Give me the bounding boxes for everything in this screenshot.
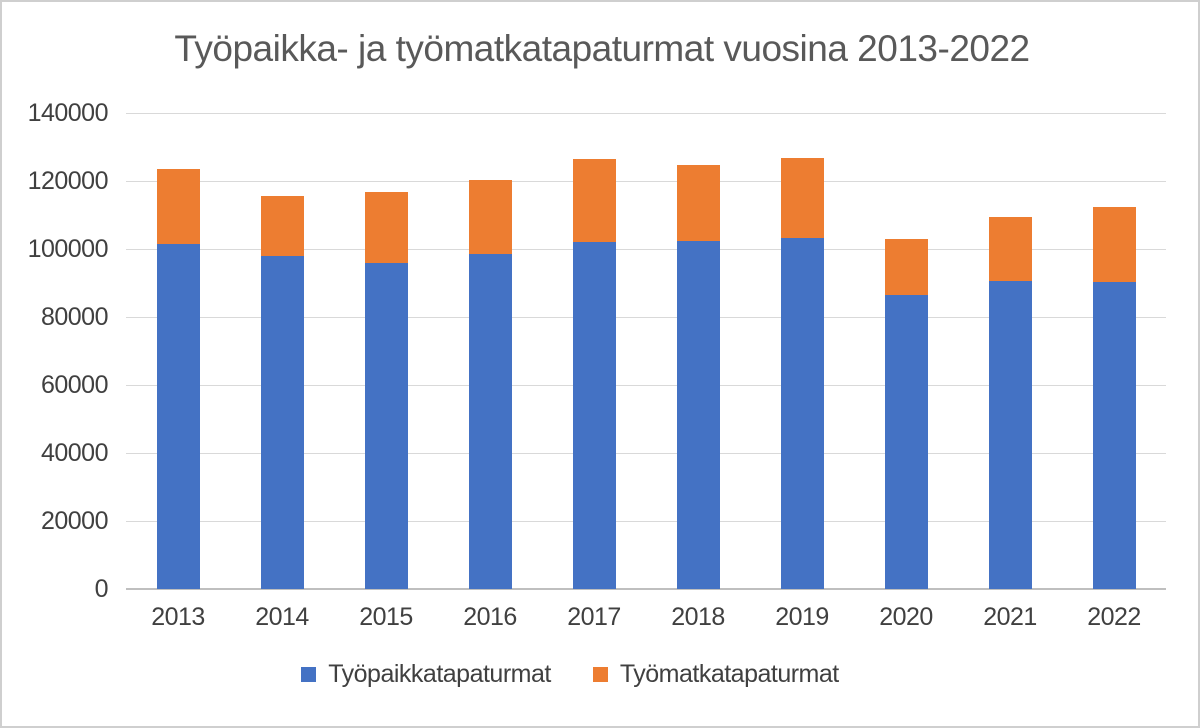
bar-segment-tyopaikka-2019 [780,237,824,589]
bar-segment-tyopaikka-2018 [676,241,720,589]
x-axis-tick-label: 2019 [775,603,829,631]
bar-segment-tyopaikka-2017 [572,242,616,589]
x-axis: 2013 2014 2015 2016 2017 2018 2019 2020 2021 2022 [126,603,1166,637]
bar-segment-tyopaikka-2014 [260,255,304,589]
y-axis-tick-label: 20000 [40,507,109,535]
x-axis-tick-label: 2016 [463,603,517,631]
bar-segment-tyomatka-2018 [676,165,720,242]
bar-segment-tyomatka-2019 [780,157,824,238]
chart-title: Työpaikka- ja työmatkatapaturmat vuosina… [174,28,1030,69]
y-axis-tick-label: 80000 [40,303,109,331]
gridline [126,112,1166,114]
gridline [126,316,1166,318]
bar-segment-tyopaikka-2016 [468,254,512,589]
x-axis-tick-label: 2022 [1087,603,1141,631]
legend: Työpaikkatapaturmat Työmatkatapaturmat [2,660,1170,689]
gridline [126,520,1166,522]
gridline [126,248,1166,250]
plot-area [126,112,1166,590]
y-axis-tick-label: 40000 [40,439,109,467]
bar-segment-tyomatka-2017 [572,158,616,243]
gridline [126,452,1166,454]
x-axis-tick-label: 2013 [151,603,205,631]
bar-segment-tyopaikka-2015 [364,262,408,589]
legend-swatch-tyopaikkatapaturmat [301,667,317,682]
gridline [126,180,1166,182]
bar-segment-tyopaikka-2021 [988,280,1032,589]
bar-segment-tyomatka-2021 [988,216,1032,281]
bar-segment-tyomatka-2016 [468,180,512,255]
x-axis-tick-label: 2018 [671,603,725,631]
y-axis-tick-label: 140000 [27,99,109,127]
y-axis-tick-label: 120000 [27,167,109,195]
legend-item-tyopaikkatapaturmat: Työpaikkatapaturmat [301,660,551,689]
x-axis-tick-label: 2021 [983,603,1037,631]
bar-segment-tyopaikka-2020 [884,294,928,589]
legend-label-tyomatkatapaturmat: Työmatkatapaturmat [619,660,839,688]
x-axis-tick-label: 2015 [359,603,413,631]
x-axis-tick-label: 2014 [255,603,309,631]
gridline [126,384,1166,386]
x-axis-tick-label: 2020 [879,603,933,631]
bar-segment-tyomatka-2013 [156,169,200,244]
bar-segment-tyopaikka-2022 [1092,281,1136,589]
bar-segment-tyomatka-2014 [260,195,304,256]
legend-label-tyopaikkatapaturmat: Työpaikkatapaturmat [328,660,551,688]
y-axis-tick-label: 0 [94,575,109,603]
bar-segment-tyomatka-2022 [1092,206,1136,282]
legend-swatch-tyomatkatapaturmat [592,667,608,682]
legend-item-tyomatkatapaturmat: Työmatkatapaturmat [592,660,839,689]
bar-segment-tyomatka-2015 [364,192,408,263]
x-axis-tick-label: 2017 [567,603,621,631]
y-axis: 0 20000 40000 60000 80000 100000 120000 140000 [2,99,109,603]
x-axis-line [126,588,1166,590]
bar-segment-tyomatka-2020 [884,239,928,295]
bar-segment-tyopaikka-2013 [156,243,200,589]
y-axis-tick-label: 100000 [27,235,109,263]
y-axis-tick-label: 60000 [40,371,109,399]
